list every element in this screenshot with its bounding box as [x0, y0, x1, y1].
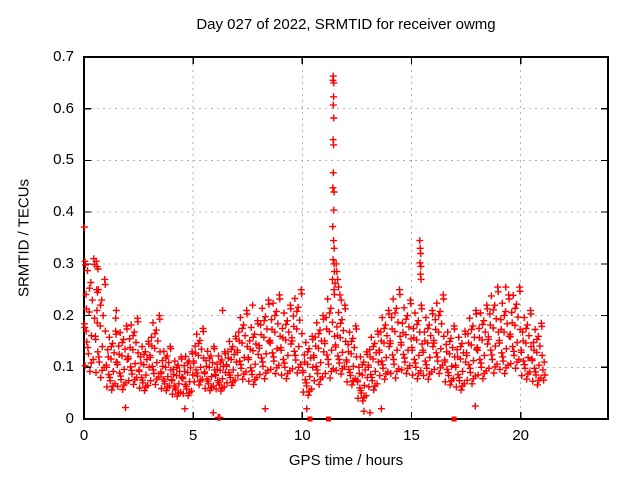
- y-axis-label: SRMTID / TECUs: [15, 178, 33, 298]
- x-tick-label: 10: [293, 427, 311, 444]
- flag-square: [451, 416, 457, 422]
- plot-border: [83, 56, 609, 420]
- x-axis-label: GPS time / hours: [288, 452, 404, 469]
- y-tick-label: 0.5: [53, 151, 74, 169]
- flag-square: [326, 416, 332, 422]
- y-tick-label: 0: [65, 410, 74, 427]
- flag-square: [307, 416, 313, 422]
- x-tick-label: 0: [79, 427, 89, 444]
- flag-squares: [307, 416, 457, 422]
- chart-title: Day 027 of 2022, SRMTID for receiver owm…: [196, 16, 496, 33]
- y-tick-label: 0.4: [53, 203, 74, 221]
- y-tick-label: 0.2: [53, 306, 74, 324]
- x-tick-label: 15: [403, 427, 420, 444]
- y-tick-label: 0.1: [53, 358, 74, 376]
- y-tick-label: 0.6: [53, 99, 74, 117]
- y-tick-label: 0.7: [53, 48, 74, 65]
- y-tick-label: 0.3: [53, 254, 74, 272]
- x-tick-label: 20: [512, 427, 529, 444]
- scatter-points: [80, 72, 549, 421]
- x-tick-label: 5: [188, 427, 198, 444]
